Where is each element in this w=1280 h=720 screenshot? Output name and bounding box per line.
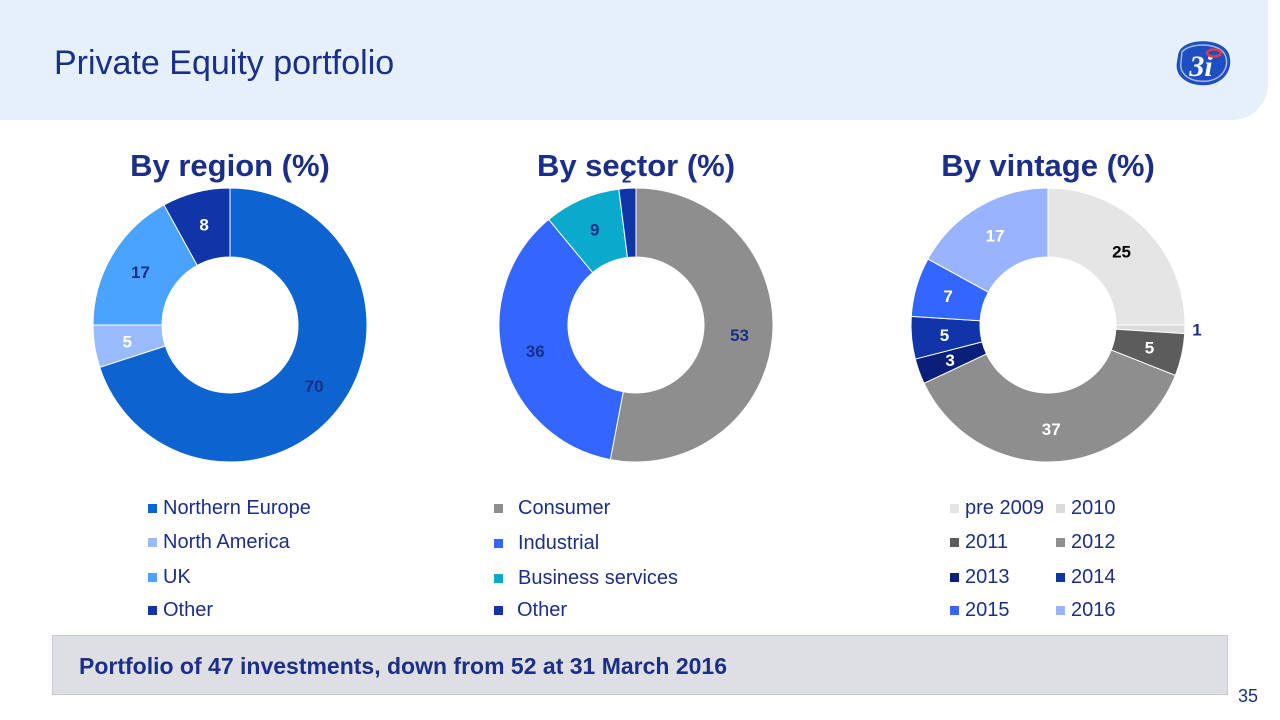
legend-swatch xyxy=(494,573,503,583)
legend-label: Other xyxy=(163,598,214,621)
legend-item-northern-europe: Northern Europe xyxy=(148,496,311,520)
legend-item-2012: 2012 xyxy=(1056,530,1116,554)
region-chart-title: By region (%) xyxy=(130,148,330,183)
sector-donut: 53 36 9 2 xyxy=(498,167,774,463)
legend-swatch xyxy=(148,537,157,547)
slice-label-2014: 5 xyxy=(940,326,949,345)
slice-consumer xyxy=(609,187,774,463)
vintage-donut: 25 1 5 37 3 5 7 17 xyxy=(910,187,1202,463)
region-chart: By region (%) 70 5 17 8 xyxy=(30,140,430,480)
slice-label-north-america: 5 xyxy=(123,332,132,351)
legend-swatch xyxy=(950,605,959,615)
legend-label: pre 2009 xyxy=(965,496,1044,519)
legend-label: 2014 xyxy=(1071,565,1116,588)
3i-logo-icon: 3i xyxy=(1176,41,1231,86)
legend-swatch xyxy=(950,572,959,582)
legend-item-north-america: North America xyxy=(148,530,290,554)
legend-swatch xyxy=(1056,605,1065,615)
legend-swatch xyxy=(148,503,157,513)
legend-label: 2013 xyxy=(965,565,1010,588)
legend-swatch xyxy=(494,605,503,615)
legend-item-2010: 2010 xyxy=(1056,496,1116,520)
slice-uk xyxy=(92,204,198,326)
slice-label-northern-europe: 70 xyxy=(305,377,324,396)
slice-label-2015: 7 xyxy=(943,287,952,306)
page-title: Private Equity portfolio xyxy=(54,44,395,82)
legend-item-2015: 2015 xyxy=(950,598,1010,622)
legend-swatch xyxy=(494,538,503,548)
legend-label: Consumer xyxy=(518,496,611,519)
region-donut: 70 5 17 8 xyxy=(92,187,368,463)
legend-label: UK xyxy=(163,565,191,588)
legend-label: Industrial xyxy=(518,531,600,554)
legend-label: Northern Europe xyxy=(163,496,311,519)
slice-label-uk: 17 xyxy=(131,263,150,282)
legend-item-2011: 2011 xyxy=(950,530,1008,554)
sector-chart-title: By sector (%) xyxy=(536,148,736,183)
slice-label-business-services: 9 xyxy=(590,221,599,240)
slice-label-2013: 3 xyxy=(945,351,954,370)
legend-item-other: Other xyxy=(148,598,213,622)
legend-label: 2012 xyxy=(1071,530,1116,553)
slice-pre-2009 xyxy=(1047,187,1186,326)
legend-item-other-sector: Other xyxy=(494,598,567,622)
page-number: 35 xyxy=(1238,686,1259,706)
slice-2016 xyxy=(927,187,1049,293)
legend-swatch xyxy=(148,572,157,582)
legend-item-industrial: Industrial xyxy=(494,531,599,555)
summary-text: Portfolio of 47 investments, down from 5… xyxy=(79,653,728,679)
legend-label: 2016 xyxy=(1071,598,1116,621)
legend-item-consumer: Consumer xyxy=(494,496,610,520)
legend-label: Business services xyxy=(518,566,679,589)
legend-label: North America xyxy=(163,530,290,553)
slice-label-consumer: 53 xyxy=(730,326,749,345)
slice-label-2010: 1 xyxy=(1192,321,1201,340)
slice-label-pre-2009: 25 xyxy=(1112,242,1131,261)
summary-box: Portfolio of 47 investments, down from 5… xyxy=(52,635,1228,695)
slice-label-other: 2 xyxy=(622,167,631,186)
legend-item-2016: 2016 xyxy=(1056,598,1116,622)
legend-item-pre-2009: pre 2009 xyxy=(950,496,1044,520)
legend-swatch xyxy=(494,503,503,513)
slice-label-other: 8 xyxy=(199,215,208,234)
legend-swatch xyxy=(148,605,157,615)
legend-label: 2011 xyxy=(965,530,1009,553)
header-banner: Private Equity portfolio 3i xyxy=(0,0,1268,120)
slice-2012 xyxy=(923,349,1177,463)
sector-chart: By sector (%) 53 36 9 2 xyxy=(436,140,836,480)
legend-swatch xyxy=(1056,572,1065,582)
slice-label-2011: 5 xyxy=(1145,339,1154,358)
legend-item-2013: 2013 xyxy=(950,565,1010,589)
legend-swatch xyxy=(950,537,959,547)
slice-northern-europe xyxy=(99,187,368,463)
slice-label-2012: 37 xyxy=(1042,420,1061,439)
legend-swatch xyxy=(950,503,959,513)
slice-label-2016: 17 xyxy=(986,226,1005,245)
slice-industrial xyxy=(498,218,624,461)
slice-other xyxy=(618,187,637,259)
legend-item-uk: UK xyxy=(148,565,191,589)
legend-label: 2010 xyxy=(1071,496,1116,519)
vintage-chart: By vintage (%) 25 1 5 37 3 5 7 17 xyxy=(848,140,1248,480)
legend-item-business-services: Business services xyxy=(494,566,678,590)
legend-label: Other xyxy=(517,598,568,621)
slice-label-industrial: 36 xyxy=(526,342,545,361)
legend-label: 2015 xyxy=(965,598,1010,621)
legend-swatch xyxy=(1056,537,1065,547)
vintage-chart-title: By vintage (%) xyxy=(941,148,1155,183)
legend-swatch xyxy=(1056,503,1065,513)
legend-item-2014: 2014 xyxy=(1056,565,1116,589)
slice-other xyxy=(163,187,231,267)
